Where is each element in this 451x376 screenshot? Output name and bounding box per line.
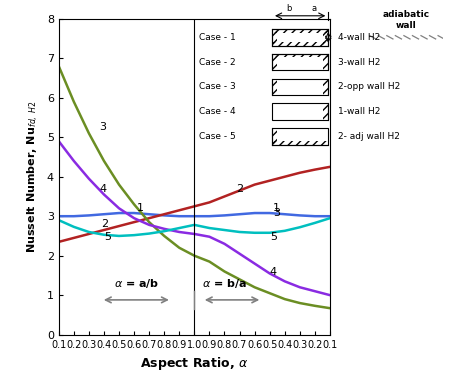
Bar (272, 141, 327, 145)
Text: 2: 2 (101, 219, 108, 229)
Y-axis label: Nusselt Number, Nu$_{fd,\ H2}$: Nusselt Number, Nu$_{fd,\ H2}$ (26, 100, 41, 253)
Text: wall: wall (395, 21, 416, 30)
Bar (322, 79, 327, 95)
Text: 2- adj wall H2: 2- adj wall H2 (337, 132, 399, 141)
Bar (272, 103, 327, 120)
Text: 1-wall H2: 1-wall H2 (337, 107, 380, 116)
Text: a: a (311, 4, 316, 13)
Text: 5: 5 (269, 232, 276, 242)
Text: b: b (285, 4, 291, 13)
Text: 3-wall H2: 3-wall H2 (337, 58, 380, 67)
Text: $\alpha$ = a/b: $\alpha$ = a/b (114, 277, 160, 290)
Bar (322, 29, 327, 45)
Bar (272, 128, 327, 145)
Bar (322, 54, 327, 70)
Bar (272, 79, 327, 95)
Text: 2: 2 (236, 184, 243, 194)
Text: 1: 1 (272, 203, 279, 214)
Bar (272, 54, 327, 70)
Bar (322, 103, 327, 120)
Bar (272, 29, 327, 45)
Text: 5: 5 (104, 232, 110, 242)
Text: 3: 3 (272, 208, 279, 218)
Bar (272, 54, 327, 58)
Text: 3: 3 (99, 122, 106, 132)
Text: Case - 3: Case - 3 (198, 82, 235, 91)
Text: adiabatic: adiabatic (382, 10, 429, 19)
Text: Case - 5: Case - 5 (198, 132, 235, 141)
Text: $\alpha$ = b/a: $\alpha$ = b/a (202, 277, 247, 290)
Text: 2-opp wall H2: 2-opp wall H2 (337, 82, 400, 91)
Text: 4: 4 (269, 267, 276, 277)
Bar (272, 42, 327, 45)
Text: Case - 4: Case - 4 (198, 107, 235, 116)
Bar (272, 79, 277, 95)
Bar (272, 128, 277, 145)
Bar (272, 54, 277, 70)
Text: Case - 1: Case - 1 (198, 33, 235, 42)
Text: 1: 1 (137, 203, 144, 214)
Bar (272, 29, 277, 45)
Text: 4-wall H2: 4-wall H2 (337, 33, 379, 42)
X-axis label: Aspect Ratio, $\alpha$: Aspect Ratio, $\alpha$ (140, 355, 248, 372)
Text: Case - 2: Case - 2 (198, 58, 235, 67)
Bar (272, 29, 327, 33)
Text: 4: 4 (99, 184, 106, 194)
